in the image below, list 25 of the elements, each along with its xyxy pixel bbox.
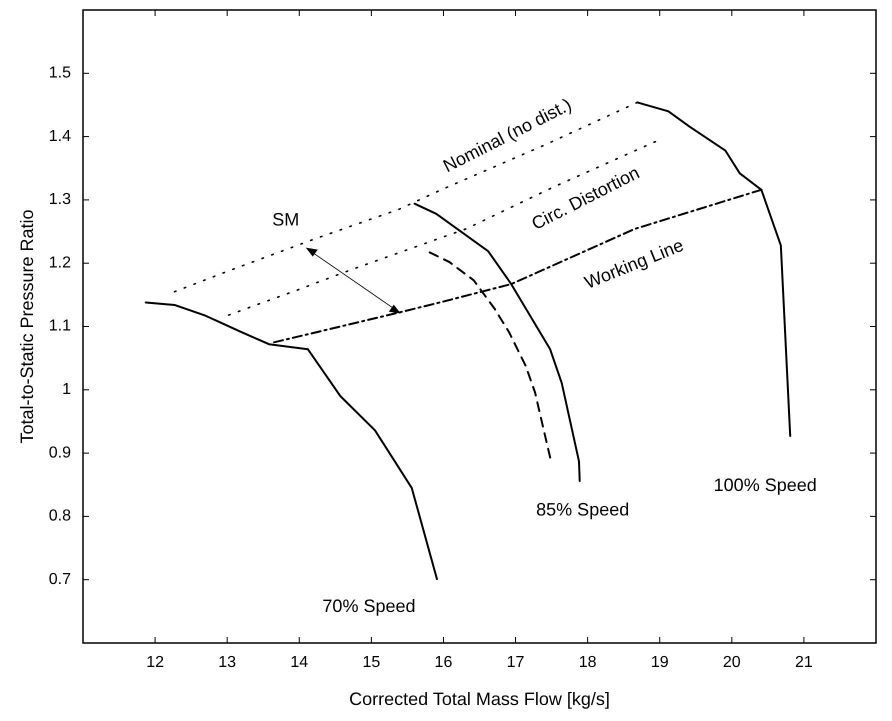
y-tick-label: 1.2 bbox=[48, 254, 72, 272]
x-tick-label: 19 bbox=[650, 654, 669, 671]
series-label: 85% Speed bbox=[536, 500, 630, 520]
x-axis-title: Corrected Total Mass Flow [kg/s] bbox=[349, 689, 610, 709]
y-tick-label: 1.5 bbox=[48, 64, 72, 82]
y-tick-label: 0.9 bbox=[48, 444, 72, 462]
x-tick-label: 21 bbox=[795, 654, 813, 671]
y-axis-title: Total-to-Static Pressure Ratio bbox=[16, 209, 37, 444]
y-tick-label: 1 bbox=[62, 381, 72, 398]
y-tick-label: 1.4 bbox=[48, 128, 72, 145]
series-label: 70% Speed bbox=[322, 596, 416, 616]
x-tick-label: 17 bbox=[506, 654, 525, 671]
text: 100% Speed bbox=[714, 474, 817, 495]
x-tick-label: 12 bbox=[146, 654, 164, 671]
x-tick-label: 20 bbox=[722, 654, 741, 671]
y-tick-label: 1.1 bbox=[48, 318, 72, 335]
annotation: SM bbox=[272, 209, 300, 230]
x-tick-label: 14 bbox=[290, 654, 308, 671]
x-tick-label: 16 bbox=[434, 654, 452, 671]
x-tick-label: 18 bbox=[578, 654, 597, 671]
y-tick-label: 0.8 bbox=[48, 508, 72, 525]
x-tick-label: 15 bbox=[362, 654, 380, 671]
x-tick-label: 13 bbox=[218, 654, 236, 671]
y-tick-label: 0.7 bbox=[48, 570, 72, 588]
y-tick-label: 1.3 bbox=[48, 191, 72, 208]
